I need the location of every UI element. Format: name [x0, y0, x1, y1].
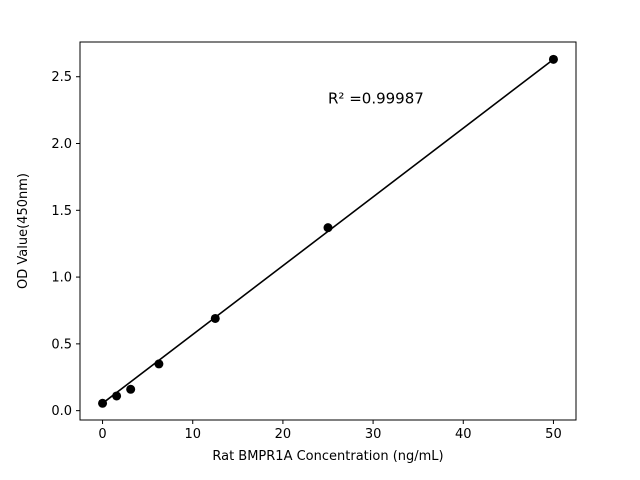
r-squared-annotation: R² =0.99987 [328, 89, 424, 107]
data-point [548, 54, 558, 64]
data-point [323, 223, 333, 233]
x-tick-label: 10 [184, 427, 201, 442]
x-tick-label: 20 [275, 427, 292, 442]
axes-spines [79, 41, 577, 421]
x-tick-label: 30 [365, 427, 382, 442]
x-tick-label: 40 [455, 427, 472, 442]
y-tick-label: 2.0 [51, 137, 72, 152]
x-axis-label: Rat BMPR1A Concentration (ng/mL) [212, 449, 443, 464]
y-tick-label: 1.0 [51, 271, 72, 286]
y-tick-label: 2.5 [51, 70, 72, 85]
data-point [112, 391, 122, 401]
data-point [154, 359, 164, 369]
y-tick-label: 0.0 [51, 404, 72, 419]
x-tick-label: 50 [545, 427, 562, 442]
y-axis-label: OD Value(450nm) [16, 173, 31, 289]
y-tick-label: 0.5 [51, 337, 72, 352]
data-point [98, 398, 108, 408]
data-point [210, 313, 220, 323]
y-tick-label: 1.5 [51, 204, 72, 219]
data-point [126, 384, 136, 394]
x-tick-label: 0 [98, 427, 106, 442]
